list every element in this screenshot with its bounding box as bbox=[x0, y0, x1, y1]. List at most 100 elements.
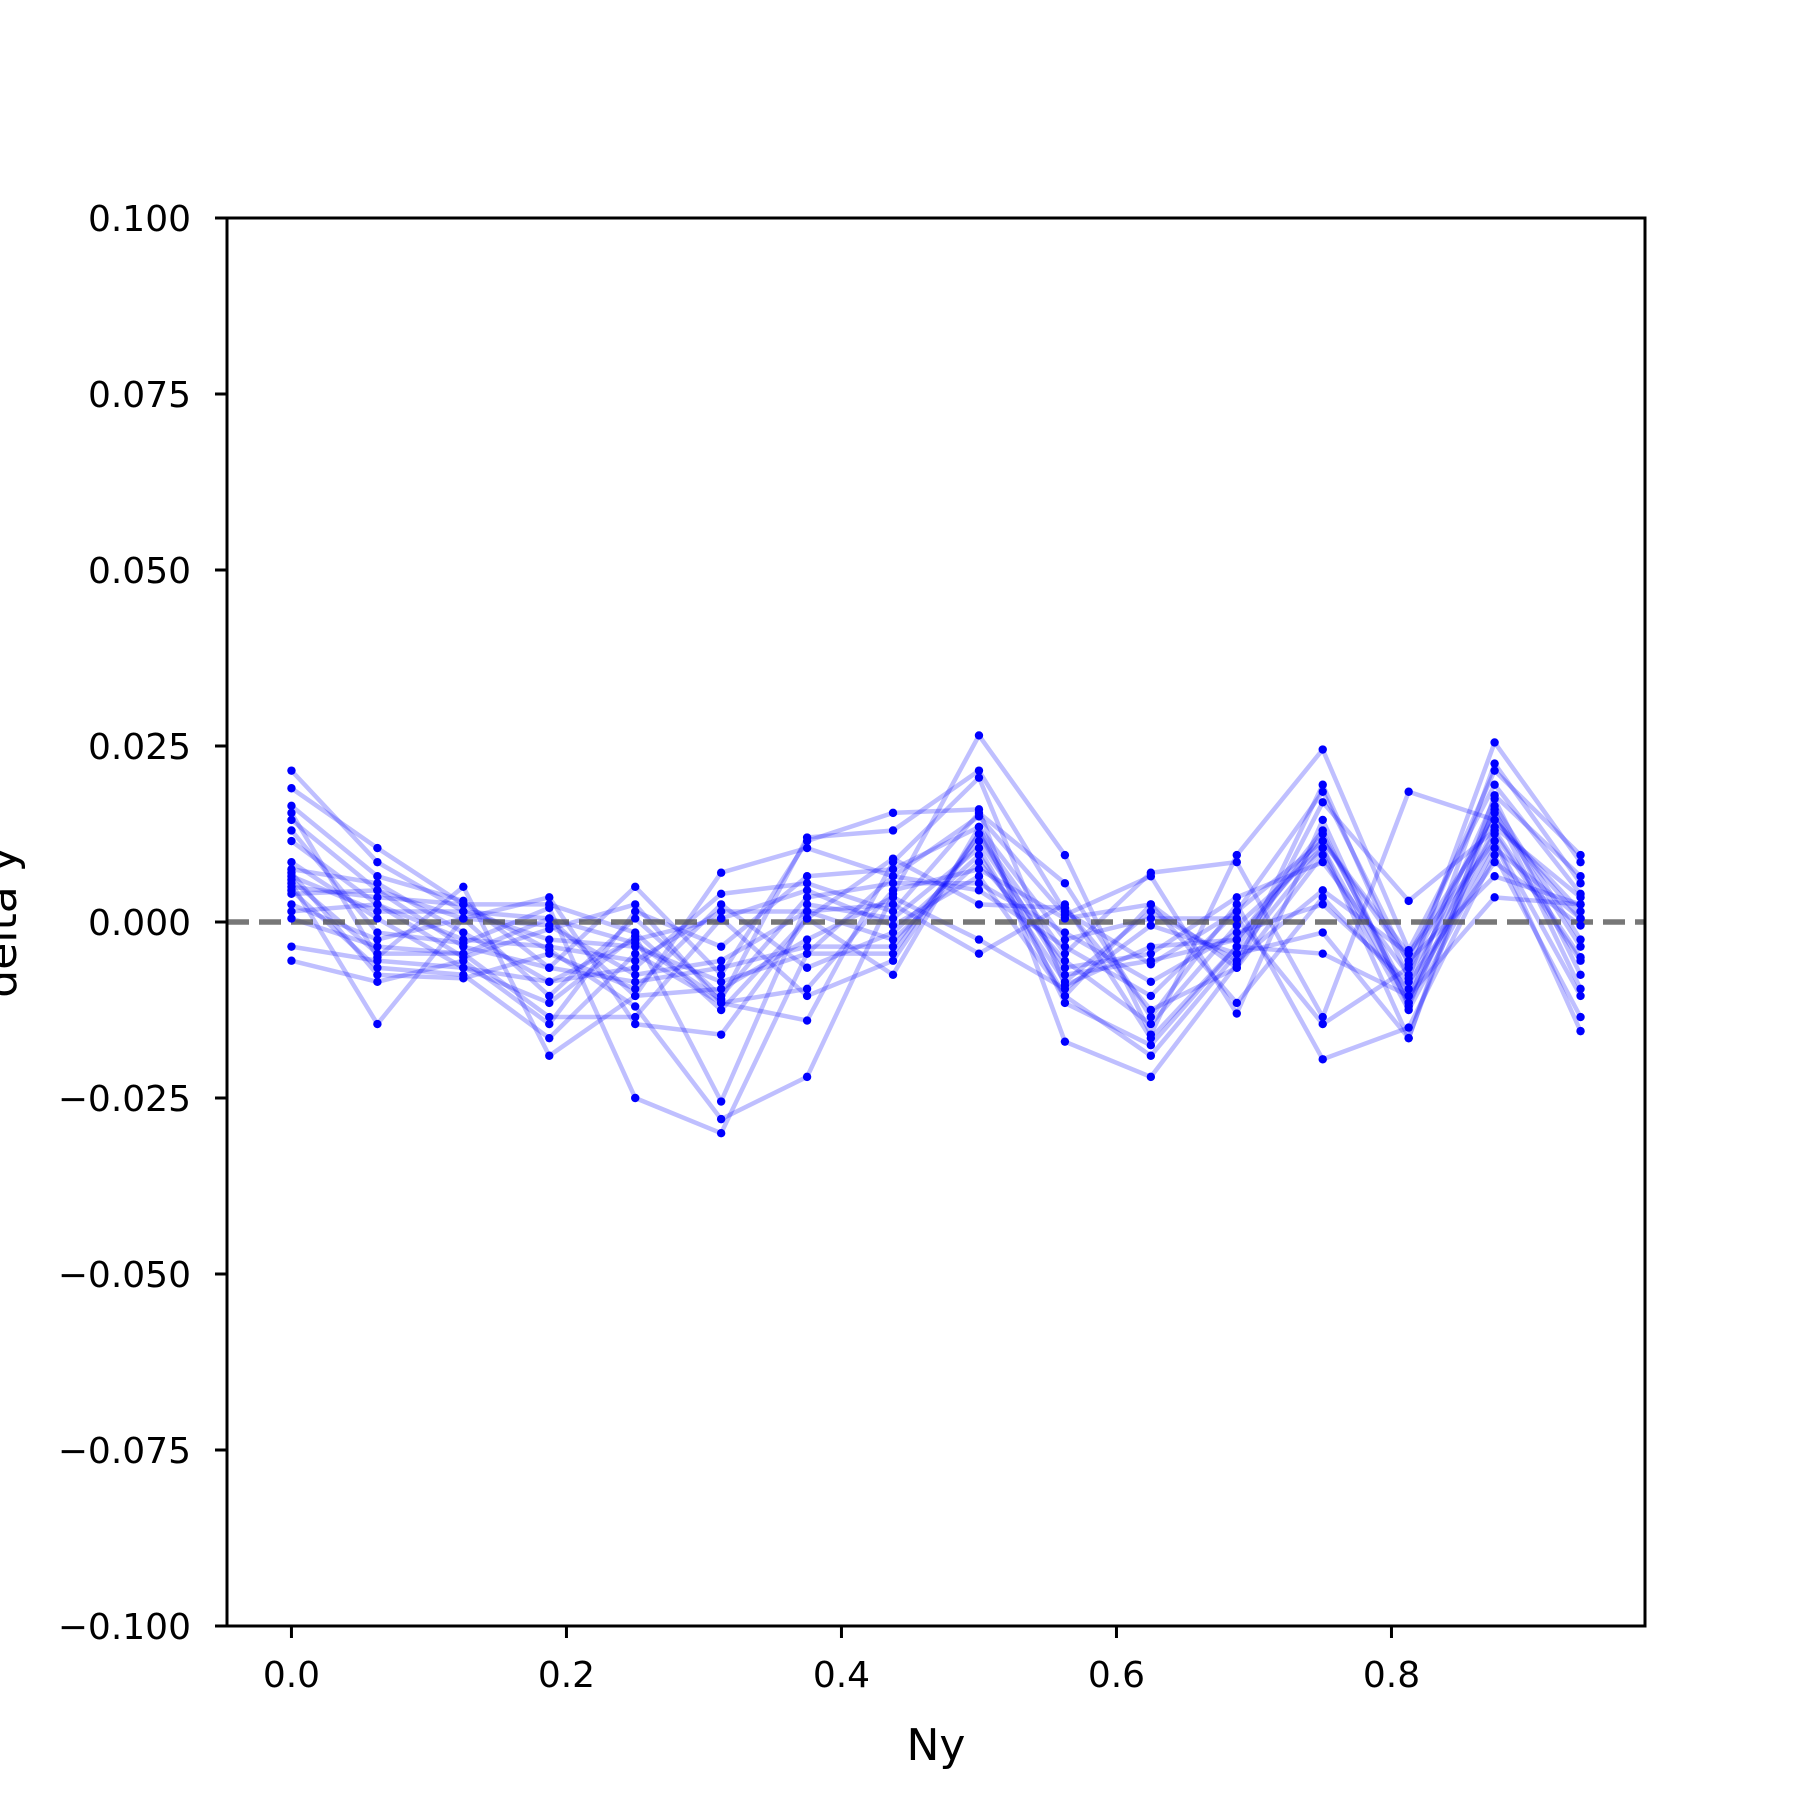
series-18-point-14 bbox=[1404, 998, 1413, 1008]
series-11-point-5 bbox=[631, 942, 640, 951]
series-line-9 bbox=[289, 810, 1583, 1062]
series-2-point-7 bbox=[802, 1072, 812, 1082]
y-tick-label-1: 0.100 bbox=[88, 199, 191, 240]
series-17-point-4 bbox=[545, 991, 554, 1001]
series-15-point-4 bbox=[545, 1033, 554, 1043]
series-13-point-15 bbox=[1490, 893, 1499, 902]
series-12-point-13 bbox=[1318, 893, 1327, 902]
series-4-point-7 bbox=[802, 843, 812, 853]
series-21-point-5 bbox=[631, 907, 640, 916]
series-17-point-9 bbox=[974, 879, 984, 888]
series-6-point-11 bbox=[1146, 868, 1156, 877]
series-20-point-10 bbox=[1060, 970, 1070, 979]
x-axis-label: Ny bbox=[907, 1720, 966, 1771]
series-2-point-2 bbox=[373, 843, 382, 853]
series-3-point-7 bbox=[802, 836, 812, 846]
series-line-14 bbox=[289, 810, 1583, 1027]
series-7-point-9 bbox=[974, 773, 984, 782]
y-tick-label-4: 0.025 bbox=[88, 727, 191, 768]
series-line-12 bbox=[289, 796, 1583, 1020]
series-19-point-14 bbox=[1404, 1033, 1413, 1043]
series-15-point-7 bbox=[802, 984, 812, 994]
series-16-point-13 bbox=[1318, 857, 1327, 867]
series-8-point-1 bbox=[287, 857, 296, 867]
series-11-point-7 bbox=[802, 949, 812, 958]
series-line-16 bbox=[289, 831, 1583, 985]
y-tick-label-2: 0.075 bbox=[88, 375, 191, 416]
series-20-point-9 bbox=[974, 829, 984, 839]
series-19-point-16 bbox=[1576, 935, 1585, 944]
series-8-point-8 bbox=[888, 914, 898, 923]
series-10-point-16 bbox=[1576, 1026, 1585, 1036]
series-15-point-5 bbox=[631, 949, 640, 958]
series-15-point-15 bbox=[1490, 843, 1499, 853]
series-4-point-1 bbox=[287, 808, 296, 818]
series-7-point-15 bbox=[1490, 759, 1499, 768]
series-9-point-6 bbox=[716, 889, 726, 899]
series-6-point-8 bbox=[888, 949, 898, 958]
series-7-point-1 bbox=[287, 836, 296, 846]
series-2-point-12 bbox=[1232, 850, 1241, 860]
series-21-point-8 bbox=[888, 865, 898, 874]
series-13-point-6 bbox=[716, 956, 726, 965]
series-line-20 bbox=[289, 817, 1583, 999]
series-19-point-2 bbox=[373, 942, 382, 951]
series-21-point-2 bbox=[373, 977, 382, 987]
series-13-point-5 bbox=[631, 970, 640, 979]
series-13-point-8 bbox=[888, 900, 898, 909]
series-4-point-16 bbox=[1576, 984, 1585, 994]
series-12-point-14 bbox=[1404, 984, 1413, 994]
series-11-point-6 bbox=[716, 977, 726, 987]
series-5-point-13 bbox=[1318, 798, 1327, 807]
series-16-point-10 bbox=[1060, 963, 1070, 972]
series-18-point-4 bbox=[545, 942, 554, 951]
series-line-8 bbox=[289, 793, 1583, 1104]
series-8-point-9 bbox=[974, 843, 984, 853]
series-line-1 bbox=[289, 768, 1583, 1002]
series-1-point-9 bbox=[974, 766, 984, 775]
series-16-point-4 bbox=[545, 963, 554, 972]
series-20-point-11 bbox=[1146, 956, 1156, 965]
series-4-point-3 bbox=[459, 882, 468, 891]
series-18-point-9 bbox=[974, 857, 984, 867]
series-11-point-2 bbox=[373, 907, 382, 916]
x-tick-label-4: 0.6 bbox=[1088, 1655, 1145, 1696]
series-3-point-16 bbox=[1576, 857, 1585, 867]
series-17-point-2 bbox=[373, 935, 382, 944]
series-16-point-12 bbox=[1232, 893, 1241, 902]
series-17-point-1 bbox=[287, 900, 296, 909]
series-17-point-7 bbox=[802, 893, 812, 902]
series-1-point-2 bbox=[373, 857, 382, 867]
series-line-18 bbox=[289, 824, 1583, 1027]
series-13-point-11 bbox=[1146, 1033, 1156, 1043]
y-tick-label-5: 0.000 bbox=[88, 903, 191, 944]
series-11-point-10 bbox=[1060, 942, 1070, 951]
series-11-point-15 bbox=[1490, 872, 1499, 881]
series-19-point-1 bbox=[287, 914, 296, 923]
series-17-point-3 bbox=[459, 914, 468, 923]
series-10-point-13 bbox=[1318, 886, 1327, 895]
series-21-point-13 bbox=[1318, 949, 1327, 958]
series-1-point-13 bbox=[1318, 787, 1327, 796]
series-15-point-2 bbox=[373, 963, 382, 972]
series-10-point-6 bbox=[716, 900, 726, 909]
series-17-point-5 bbox=[631, 914, 640, 923]
series-9-point-16 bbox=[1576, 1012, 1585, 1022]
series-21-point-15 bbox=[1490, 836, 1499, 846]
series-18-point-6 bbox=[716, 907, 726, 916]
series-15-point-12 bbox=[1232, 963, 1241, 972]
series-line-17 bbox=[289, 859, 1583, 999]
series-9-point-14 bbox=[1404, 1023, 1413, 1032]
series-18-point-10 bbox=[1060, 956, 1070, 965]
series-3-point-10 bbox=[1060, 1037, 1070, 1046]
x-tick-label-1: 0.0 bbox=[263, 1655, 320, 1696]
series-18-point-2 bbox=[373, 900, 382, 909]
y-axis-label: delta y bbox=[0, 846, 27, 997]
series-10-point-10 bbox=[1060, 977, 1070, 987]
series-9-point-13 bbox=[1318, 1055, 1327, 1064]
series-6-point-5 bbox=[631, 1093, 640, 1103]
series-21-point-3 bbox=[459, 956, 468, 965]
series-9-point-12 bbox=[1232, 900, 1241, 909]
series-10-point-4 bbox=[545, 949, 554, 958]
